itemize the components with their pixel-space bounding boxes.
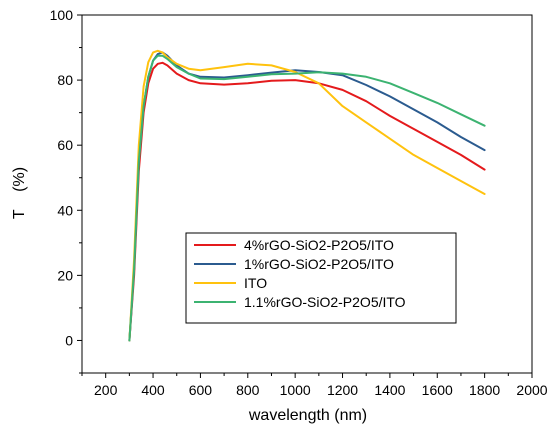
- legend-label: 4%rGO-SiO2-P2O5/ITO: [244, 237, 394, 253]
- x-tick-label: 1400: [374, 382, 405, 398]
- legend-label: 1.1%rGO-SiO2-P2O5/ITO: [244, 294, 406, 310]
- series-line-4: [128, 54, 486, 342]
- x-tick-label: 1000: [280, 382, 311, 398]
- x-tick-label: 200: [94, 382, 118, 398]
- x-tick-label: 600: [189, 382, 213, 398]
- legend-label: ITO: [244, 275, 267, 291]
- plot-border: [81, 14, 533, 374]
- y-tick-label: 60: [57, 137, 73, 153]
- series-line-1: [128, 61, 486, 342]
- y-axis-title: T (%): [11, 167, 28, 219]
- series-lines: [128, 49, 486, 342]
- x-tick-label: 800: [236, 382, 260, 398]
- y-tick-label: 0: [65, 332, 73, 348]
- x-tick-label: 1800: [469, 382, 500, 398]
- series-line-3: [128, 49, 486, 342]
- legend: 4%rGO-SiO2-P2O5/ITO 1%rGO-SiO2-P2O5/ITO IT…: [185, 232, 457, 324]
- y-tick-label: 100: [50, 7, 74, 23]
- x-tick-label: 400: [141, 382, 165, 398]
- x-axis-ticks: 200 400 600 800 1000 1200 1400 1600 1800 2000: [81, 373, 548, 398]
- legend-label: 1%rGO-SiO2-P2O5/ITO: [244, 256, 394, 272]
- legend-box: [185, 232, 457, 324]
- x-tick-label: 2000: [516, 382, 547, 398]
- y-tick-label: 20: [57, 267, 73, 283]
- y-tick-label: 40: [57, 202, 73, 218]
- x-tick-label: 1200: [327, 382, 358, 398]
- y-axis-ticks: 0 20 40 60 80 100: [50, 7, 82, 374]
- plot-frame: [81, 14, 533, 374]
- x-tick-label: 1600: [422, 382, 453, 398]
- y-tick-label: 80: [57, 72, 73, 88]
- x-axis-title: wavelength (nm): [248, 407, 367, 424]
